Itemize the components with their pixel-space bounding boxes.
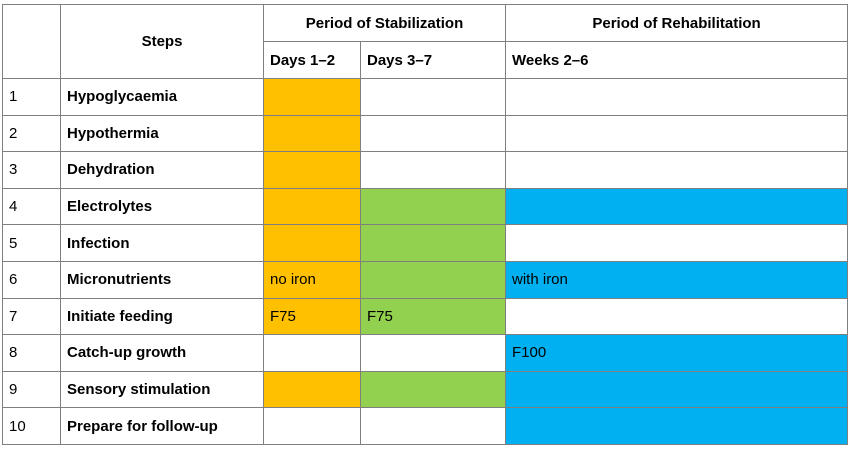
cell-days-3-7	[359, 370, 507, 409]
step-name: Prepare for follow-up	[60, 407, 264, 445]
cell-weeks-2-6	[505, 187, 849, 226]
cell-weeks-2-6: F100	[505, 334, 849, 372]
cell-weeks-2-6: with iron	[505, 260, 849, 299]
step-name: Catch-up growth	[60, 334, 264, 372]
step-number: 7	[2, 297, 61, 336]
step-number: 4	[2, 187, 61, 226]
cell-days-3-7	[359, 151, 507, 189]
step-number: 9	[2, 370, 61, 409]
table-row: 1 Hypoglycaemia	[2, 78, 849, 116]
cell-days-3-7	[359, 114, 507, 153]
table-row: 3 Dehydration	[2, 151, 849, 189]
cell-days-1-2	[263, 78, 361, 116]
header-days-3-7: Days 3–7	[359, 41, 507, 79]
table-row: 2 Hypothermia	[2, 114, 849, 153]
treatment-steps-table: Steps Period of Stabilization Period of …	[2, 4, 849, 445]
cell-days-3-7	[359, 260, 507, 299]
step-name: Initiate feeding	[60, 297, 264, 336]
step-name: Sensory stimulation	[60, 370, 264, 409]
cell-weeks-2-6	[505, 114, 849, 153]
table-row: 6 Micronutrients no iron with iron	[2, 260, 849, 299]
cell-weeks-2-6	[505, 78, 849, 116]
step-name: Hypoglycaemia	[60, 78, 264, 116]
header-blank	[2, 4, 61, 79]
header-weeks-2-6: Weeks 2–6	[505, 41, 849, 79]
table-row: 10 Prepare for follow-up	[2, 407, 849, 445]
cell-days-1-2	[263, 334, 361, 372]
step-name: Micronutrients	[60, 260, 264, 299]
step-name: Electrolytes	[60, 187, 264, 226]
table-row: 5 Infection	[2, 224, 849, 262]
step-number: 3	[2, 151, 61, 189]
step-number: 6	[2, 260, 61, 299]
cell-days-3-7	[359, 78, 507, 116]
cell-days-3-7	[359, 407, 507, 445]
step-number: 5	[2, 224, 61, 262]
cell-days-1-2: F75	[263, 297, 361, 336]
cell-weeks-2-6	[505, 370, 849, 409]
header-days-1-2: Days 1–2	[263, 41, 361, 79]
table-row: 4 Electrolytes	[2, 187, 849, 226]
step-number: 1	[2, 78, 61, 116]
table-row: 8 Catch-up growth F100	[2, 334, 849, 372]
cell-weeks-2-6	[505, 297, 849, 336]
table-row: 9 Sensory stimulation	[2, 370, 849, 409]
cell-days-1-2	[263, 224, 361, 262]
step-number: 2	[2, 114, 61, 153]
header-steps: Steps	[60, 4, 264, 79]
cell-days-1-2	[263, 114, 361, 153]
step-name: Hypothermia	[60, 114, 264, 153]
cell-days-3-7: F75	[359, 297, 507, 336]
cell-days-1-2	[263, 407, 361, 445]
header-rehabilitation: Period of Rehabilitation	[505, 4, 849, 42]
cell-days-1-2: no iron	[263, 260, 361, 299]
step-name: Infection	[60, 224, 264, 262]
step-name: Dehydration	[60, 151, 264, 189]
cell-weeks-2-6	[505, 407, 849, 445]
cell-days-1-2	[263, 187, 361, 226]
cell-days-3-7	[359, 224, 507, 262]
step-number: 10	[2, 407, 61, 445]
cell-days-1-2	[263, 370, 361, 409]
table-row: 7 Initiate feeding F75 F75	[2, 297, 849, 336]
cell-days-1-2	[263, 151, 361, 189]
header-stabilization: Period of Stabilization	[262, 4, 507, 42]
cell-weeks-2-6	[505, 151, 849, 189]
cell-weeks-2-6	[505, 224, 849, 262]
cell-days-3-7	[359, 187, 507, 226]
step-number: 8	[2, 334, 61, 372]
cell-days-3-7	[359, 334, 507, 372]
